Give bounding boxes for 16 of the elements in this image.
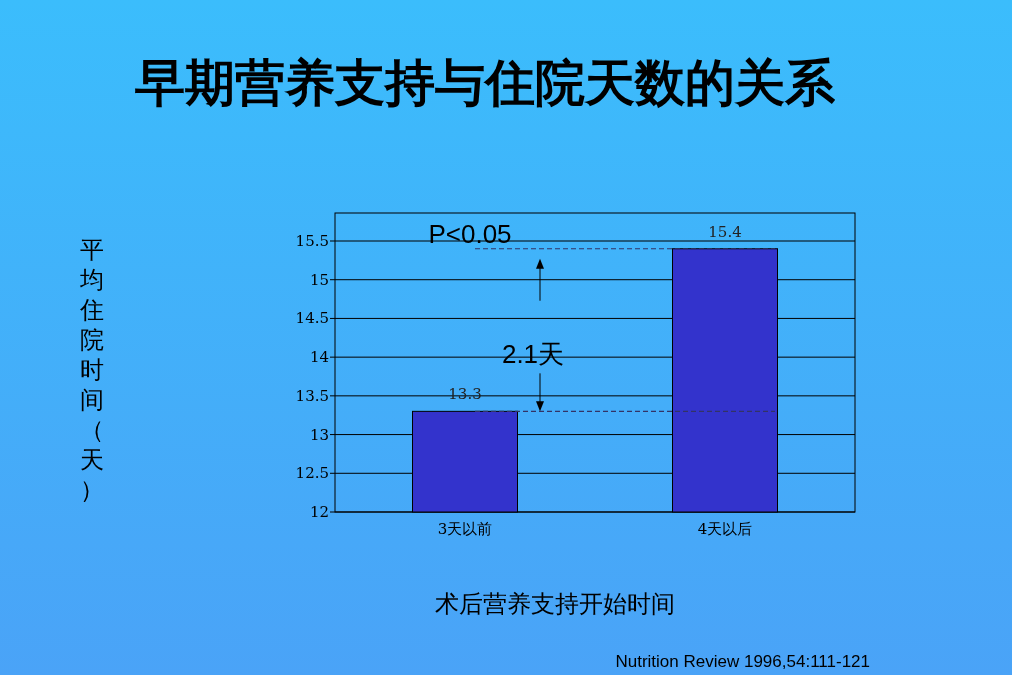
y-tick-label: 13 [309,425,329,444]
y-tick-label: 12 [309,503,329,521]
data-label: 15.4 [708,222,742,241]
x-tick-label: 3天以前 [437,520,493,538]
text: Nutrition Review 1996,54:111-121 [615,652,870,671]
y-tick-label: 12.5 [295,464,329,483]
chart-title: 早期营养支持与住院天数的关系 [134,53,836,112]
x-axis-title: 术后营养支持开始时间 [435,590,675,618]
y-tick-label: 14.5 [295,309,329,328]
text: 平均住院时间（天） [80,236,104,504]
annotation: P<0.05 [428,219,512,249]
y-tick-label: 15 [309,270,329,289]
y-tick-label: 15.5 [295,232,329,250]
x-tick-label: 4天以后 [697,520,753,538]
y-tick-label: 13.5 [295,386,329,405]
y-tick-label: 14 [309,348,329,367]
